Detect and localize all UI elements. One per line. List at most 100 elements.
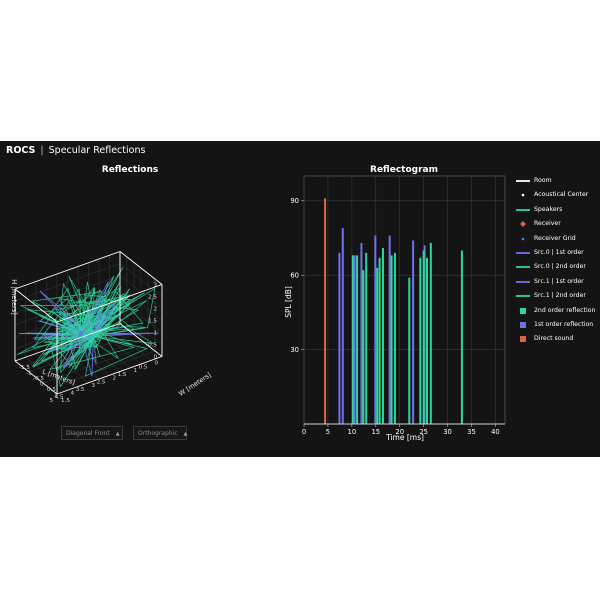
- reflection-path: [48, 333, 136, 371]
- w-tick-label: -1.5: [19, 365, 30, 371]
- h-tick-label: 1: [153, 331, 157, 337]
- legend-label: 2nd order reflection: [534, 306, 596, 314]
- x-tick-label: 15: [371, 428, 380, 436]
- h-tick-label: 2.5: [148, 295, 157, 301]
- legend-square-icon: [520, 336, 526, 343]
- camera-view-dropdown[interactable]: Diagonal Front ▲: [61, 426, 123, 440]
- legend-item[interactable]: Receiver: [516, 218, 600, 232]
- reflection-path: [80, 333, 149, 377]
- legend-label: Acoustical Center: [534, 191, 589, 199]
- legend-item[interactable]: Direct sound: [516, 333, 600, 347]
- legend-label: Receiver Grid: [534, 234, 576, 242]
- h-tick-label: 0: [153, 355, 157, 361]
- legend-item[interactable]: Src.0 | 1st order: [516, 247, 600, 261]
- legend-item[interactable]: Receiver Grid: [516, 233, 600, 247]
- legend-label: Direct sound: [534, 335, 574, 343]
- app-title-bar: ROCS | Specular Reflections: [6, 145, 145, 156]
- legend-item[interactable]: Src.1 | 2nd order: [516, 290, 600, 304]
- reflection-path: [39, 290, 94, 337]
- reflectogram-bar[interactable]: [353, 255, 356, 424]
- room-box: [14, 251, 163, 395]
- caret-up-icon: ▲: [115, 431, 120, 437]
- legend-item[interactable]: 1st order reflection: [516, 319, 600, 333]
- acoustical-center-marker: [78, 331, 84, 336]
- reflection-path: [34, 311, 94, 340]
- reflectogram-bar[interactable]: [374, 235, 377, 424]
- l-tick-label: 4.5: [55, 394, 64, 400]
- reflectogram-bar[interactable]: [422, 250, 425, 424]
- h-tick-label: 3: [153, 283, 157, 289]
- legend-line-icon: [516, 295, 530, 298]
- reflection-path: [80, 294, 107, 337]
- legend-dot-icon: [521, 194, 525, 197]
- reflectogram-bar[interactable]: [429, 242, 432, 424]
- x-tick-label: 0: [302, 428, 306, 436]
- w-axis-label: W [meters]: [177, 371, 212, 398]
- x-tick-label: 20: [395, 428, 404, 436]
- w-tick-label: -0.5: [33, 376, 44, 382]
- l-tick-label: 4: [70, 391, 74, 397]
- legend-label: Receiver: [534, 220, 561, 228]
- chart-legend: Room Acoustical Center Speakers Receiver Rec…: [516, 175, 600, 348]
- title-separator: |: [40, 145, 44, 156]
- reflectogram-bar[interactable]: [351, 255, 354, 424]
- app-window: ROCS | Specular Reflections Reflections …: [0, 141, 600, 457]
- legend-item[interactable]: Src.0 | 2nd order: [516, 261, 600, 275]
- reflectogram-bar[interactable]: [362, 270, 365, 424]
- reflectogram-bar[interactable]: [412, 240, 415, 424]
- reflectogram-bar[interactable]: [393, 252, 396, 424]
- camera-view-value: Diagonal Front: [66, 430, 110, 437]
- legend-label: Speakers: [534, 205, 563, 213]
- reflectogram-bar[interactable]: [356, 255, 359, 424]
- legend-label: 1st order reflection: [534, 320, 594, 328]
- legend-item[interactable]: Acoustical Center: [516, 189, 600, 203]
- projection-dropdown[interactable]: Orthographic ▲: [133, 426, 187, 440]
- reflectogram-bar[interactable]: [324, 198, 327, 424]
- w-tick-label: 0: [40, 382, 44, 388]
- legend-label: Src.1 | 1st order: [534, 277, 584, 285]
- reflectogram-bar[interactable]: [388, 235, 391, 424]
- reflectogram-bar[interactable]: [381, 247, 384, 424]
- reflection-path: [80, 287, 156, 337]
- legend-item[interactable]: Room: [516, 175, 600, 189]
- reflection-path: [31, 291, 103, 337]
- legend-item[interactable]: 2nd order reflection: [516, 305, 600, 319]
- x-tick-label: 5: [326, 428, 330, 436]
- reflectogram-bar[interactable]: [360, 242, 363, 424]
- reflectogram-bar[interactable]: [378, 257, 381, 424]
- h-tick-label: 1.5: [148, 319, 157, 325]
- h-tick-label: 2: [153, 307, 157, 313]
- x-axis-label: Time [ms]: [385, 433, 424, 442]
- reflectogram-bar[interactable]: [338, 252, 341, 424]
- caret-up-icon: ▲: [183, 431, 188, 437]
- reflections-3d-plot[interactable]: 00.511.522.533.544.55-1.5-1-0.500.511.50…: [0, 175, 300, 420]
- reflectogram-bar[interactable]: [390, 255, 393, 424]
- reflection-paths: [16, 267, 159, 388]
- page-title: Specular Reflections: [48, 145, 146, 156]
- legend-item[interactable]: Src.1 | 1st order: [516, 276, 600, 290]
- reflection-path: [63, 323, 94, 370]
- reflectogram-bar[interactable]: [365, 252, 368, 424]
- y-tick-label: 30: [290, 346, 299, 354]
- legend-label: Room: [534, 177, 552, 184]
- w-tick-label: -1: [26, 371, 32, 377]
- reflection-path: [50, 333, 94, 388]
- reflection-path: [16, 298, 124, 355]
- reflectogram-title: Reflectogram: [370, 165, 438, 175]
- l-tick-label: 1.5: [118, 372, 127, 378]
- x-tick-label: 40: [491, 428, 500, 436]
- reflectogram-bar[interactable]: [425, 257, 428, 424]
- reflectogram-bar[interactable]: [376, 267, 379, 424]
- legend-square-icon: [520, 307, 526, 314]
- x-tick-label: 30: [443, 428, 452, 436]
- reflectogram-bar[interactable]: [419, 257, 422, 424]
- reflectogram-chart[interactable]: 0 5 10 15 20 25 30 35 40 30 60 90 Time [ms] SPL [dB…: [280, 167, 510, 457]
- reflectogram-bar[interactable]: [460, 250, 463, 424]
- legend-label: Src.0 | 1st order: [534, 248, 584, 256]
- reflectogram-bar[interactable]: [341, 228, 344, 424]
- x-tick-label: 35: [467, 428, 476, 436]
- h-tick-label: 0.5: [148, 343, 157, 349]
- legend-line-icon: [516, 180, 530, 182]
- legend-item[interactable]: Speakers: [516, 204, 600, 218]
- reflectogram-bar[interactable]: [408, 277, 411, 424]
